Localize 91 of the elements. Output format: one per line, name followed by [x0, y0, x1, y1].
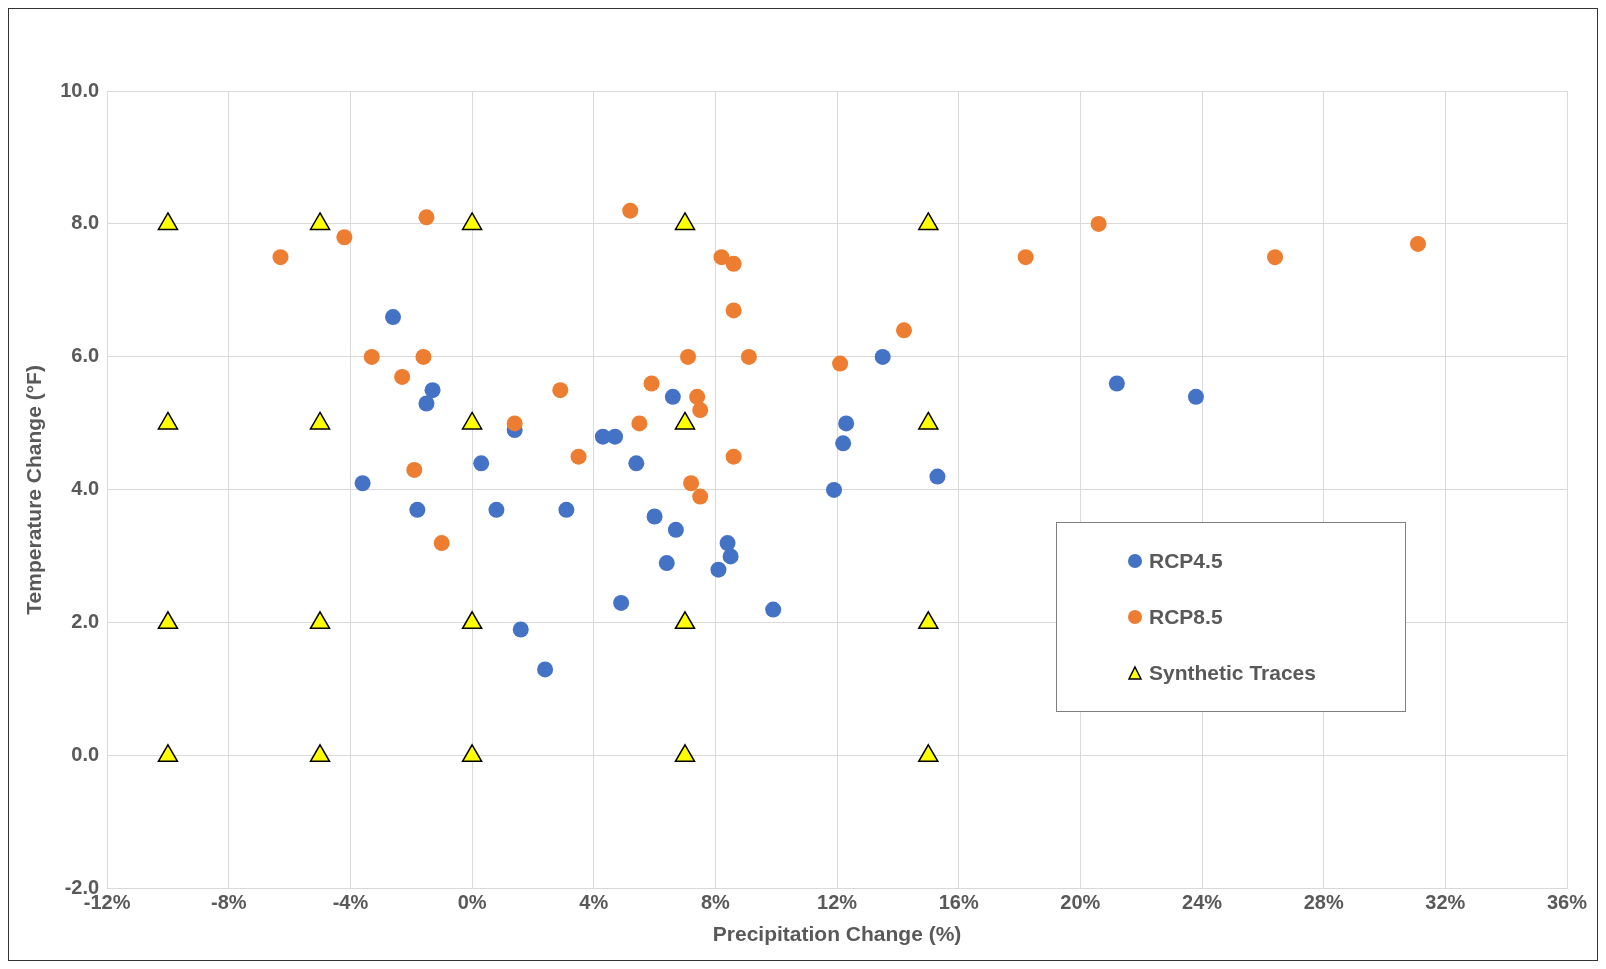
point [461, 611, 483, 630]
point [394, 368, 411, 385]
x-tick-label: 16% [938, 891, 979, 914]
point [740, 348, 757, 365]
point [646, 508, 663, 525]
point [832, 355, 849, 372]
y-tick-label: 0.0 [71, 743, 100, 766]
x-tick-label: 4% [579, 891, 609, 914]
point [607, 428, 624, 445]
point [895, 322, 912, 339]
x-axis-title: Precipitation Change (%) [712, 922, 962, 946]
point [622, 202, 639, 219]
legend-label: RCP4.5 [1149, 548, 1223, 573]
y-tick-label: 2.0 [71, 610, 100, 633]
x-tick-label: -4% [332, 891, 369, 914]
y-tick-label: 4.0 [71, 477, 100, 500]
point [1267, 249, 1284, 266]
x-tick-label: 8% [700, 891, 731, 914]
point [309, 744, 331, 763]
point [929, 468, 946, 485]
x-tick-label: 36% [1546, 891, 1588, 914]
point [918, 744, 939, 763]
point [406, 461, 423, 478]
x-tick-label: -8% [210, 891, 247, 914]
point [722, 548, 739, 565]
y-axis-title: Temperature Change (°F) [22, 365, 46, 615]
legend-label: RCP8.5 [1149, 604, 1223, 629]
point [918, 611, 939, 630]
y-tick-label: 8.0 [71, 211, 100, 234]
point [461, 744, 483, 763]
point [692, 402, 709, 419]
point [1409, 235, 1426, 252]
point [725, 448, 742, 465]
y-tick-label: 10.0 [60, 78, 100, 101]
point [415, 348, 432, 365]
point [473, 455, 490, 472]
point [874, 348, 891, 365]
point [689, 388, 706, 405]
point [835, 435, 852, 452]
point [765, 601, 782, 618]
point [826, 481, 843, 498]
point [680, 348, 697, 365]
point [157, 744, 179, 763]
point [692, 488, 709, 505]
point [418, 395, 435, 412]
x-tick-label: 32% [1425, 891, 1466, 914]
point [838, 415, 855, 432]
point [354, 475, 371, 492]
point [674, 744, 696, 763]
point [664, 388, 681, 405]
point [418, 209, 435, 226]
point [336, 229, 353, 246]
point [667, 521, 684, 538]
point [424, 382, 441, 399]
point [1108, 375, 1125, 392]
point [512, 621, 529, 638]
point [558, 501, 575, 518]
point [643, 375, 660, 392]
point [674, 611, 696, 630]
point [385, 309, 402, 326]
point [725, 255, 742, 272]
point [552, 382, 569, 399]
point [725, 302, 742, 319]
point [363, 348, 380, 365]
point [1017, 249, 1034, 266]
point [683, 475, 700, 492]
point [309, 611, 331, 630]
x-tick-label: 28% [1303, 891, 1344, 914]
point [433, 535, 450, 552]
point [658, 555, 675, 572]
legend-label: Synthetic Traces [1149, 660, 1316, 685]
point [719, 535, 736, 552]
point [157, 611, 179, 630]
point [1090, 215, 1107, 232]
y-tick-label: 6.0 [71, 344, 100, 367]
point [409, 501, 426, 518]
point [631, 415, 648, 432]
x-tick-label: 12% [817, 891, 858, 914]
point [506, 415, 523, 432]
point [713, 249, 730, 266]
point [488, 501, 505, 518]
point [537, 661, 554, 678]
point [613, 594, 630, 611]
x-tick-label: 20% [1060, 891, 1101, 914]
x-tick-label: 24% [1182, 891, 1223, 914]
x-tick-label: 0% [457, 891, 487, 914]
point [1187, 388, 1204, 405]
point [710, 561, 727, 578]
point [272, 249, 289, 266]
point [628, 455, 645, 472]
point [570, 448, 587, 465]
